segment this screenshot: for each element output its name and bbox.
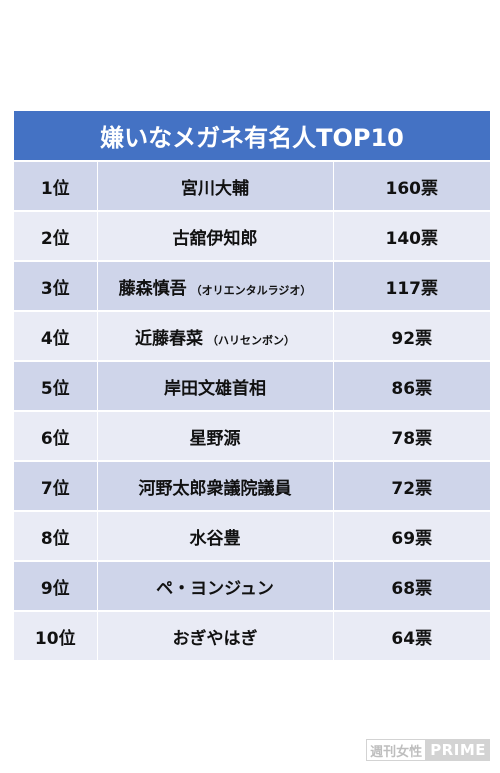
name-cell: 岸田文雄首相 <box>97 361 334 412</box>
celebrity-name: 宮川大輔 <box>181 178 249 199</box>
celebrity-name: 星野源 <box>189 428 241 449</box>
table-row: 1位 宮川大輔 160票 <box>14 161 491 212</box>
rank-cell: 8位 <box>14 511 98 562</box>
table-header-row: 嫌いなメガネ有名人TOP10 <box>14 111 491 162</box>
rank-cell: 5位 <box>14 361 98 412</box>
celebrity-name: 岸田文雄首相 <box>164 378 266 399</box>
rank-cell: 2位 <box>14 211 98 262</box>
table-row: 9位 ペ・ヨンジュン 68票 <box>14 561 491 612</box>
name-cell: 河野太郎衆議院議員 <box>97 461 334 512</box>
publisher-watermark: 週刊女性 PRIME <box>366 739 490 761</box>
celebrity-name: 水谷豊 <box>189 528 241 549</box>
name-cell: ペ・ヨンジュン <box>97 561 334 612</box>
rank-cell: 6位 <box>14 411 98 462</box>
celebrity-name: ペ・ヨンジュン <box>156 578 274 599</box>
votes-cell: 92票 <box>333 311 491 362</box>
ranking-table: 嫌いなメガネ有名人TOP10 1位 宮川大輔 160票 2位 古舘伊知郎 140票 3位 藤森… <box>14 111 491 662</box>
name-cell: 宮川大輔 <box>97 161 334 212</box>
votes-cell: 64票 <box>333 611 491 662</box>
rank-cell: 10位 <box>14 611 98 662</box>
ranking-body: 1位 宮川大輔 160票 2位 古舘伊知郎 140票 3位 藤森慎吾 （オリエンタルラジオ） 11… <box>14 161 491 662</box>
rank-cell: 4位 <box>14 311 98 362</box>
table-row: 7位 河野太郎衆議院議員 72票 <box>14 461 491 512</box>
celebrity-name: おぎやはぎ <box>172 628 258 649</box>
rank-cell: 3位 <box>14 261 98 312</box>
votes-cell: 117票 <box>333 261 491 312</box>
affiliation-note: （ハリセンボン） <box>207 333 295 347</box>
table-row: 6位 星野源 78票 <box>14 411 491 462</box>
rank-cell: 7位 <box>14 461 98 512</box>
name-cell: 古舘伊知郎 <box>97 211 334 262</box>
table-row: 4位 近藤春菜 （ハリセンボン） 92票 <box>14 311 491 362</box>
celebrity-name: 近藤春菜 <box>135 328 203 349</box>
name-cell: 近藤春菜 （ハリセンボン） <box>97 311 334 362</box>
name-cell: 星野源 <box>97 411 334 462</box>
votes-cell: 69票 <box>333 511 491 562</box>
table-row: 8位 水谷豊 69票 <box>14 511 491 562</box>
celebrity-name: 藤森慎吾 <box>118 278 187 299</box>
table-row: 2位 古舘伊知郎 140票 <box>14 211 491 262</box>
votes-cell: 78票 <box>333 411 491 462</box>
votes-cell: 86票 <box>333 361 491 412</box>
name-cell: おぎやはぎ <box>97 611 334 662</box>
celebrity-name: 古舘伊知郎 <box>172 228 258 249</box>
votes-cell: 160票 <box>333 161 491 212</box>
votes-cell: 140票 <box>333 211 491 262</box>
rank-cell: 9位 <box>14 561 98 612</box>
table-row: 10位 おぎやはぎ 64票 <box>14 611 491 662</box>
table-row: 5位 岸田文雄首相 86票 <box>14 361 491 412</box>
name-cell: 藤森慎吾 （オリエンタルラジオ） <box>97 261 334 312</box>
watermark-right: PRIME <box>426 739 490 761</box>
votes-cell: 68票 <box>333 561 491 612</box>
rank-cell: 1位 <box>14 161 98 212</box>
watermark-left: 週刊女性 <box>366 739 427 761</box>
name-cell: 水谷豊 <box>97 511 334 562</box>
celebrity-name: 河野太郎衆議院議員 <box>138 478 292 499</box>
table-row: 3位 藤森慎吾 （オリエンタルラジオ） 117票 <box>14 261 491 312</box>
table-title: 嫌いなメガネ有名人TOP10 <box>14 111 491 162</box>
votes-cell: 72票 <box>333 461 491 512</box>
affiliation-note: （オリエンタルラジオ） <box>190 283 312 297</box>
